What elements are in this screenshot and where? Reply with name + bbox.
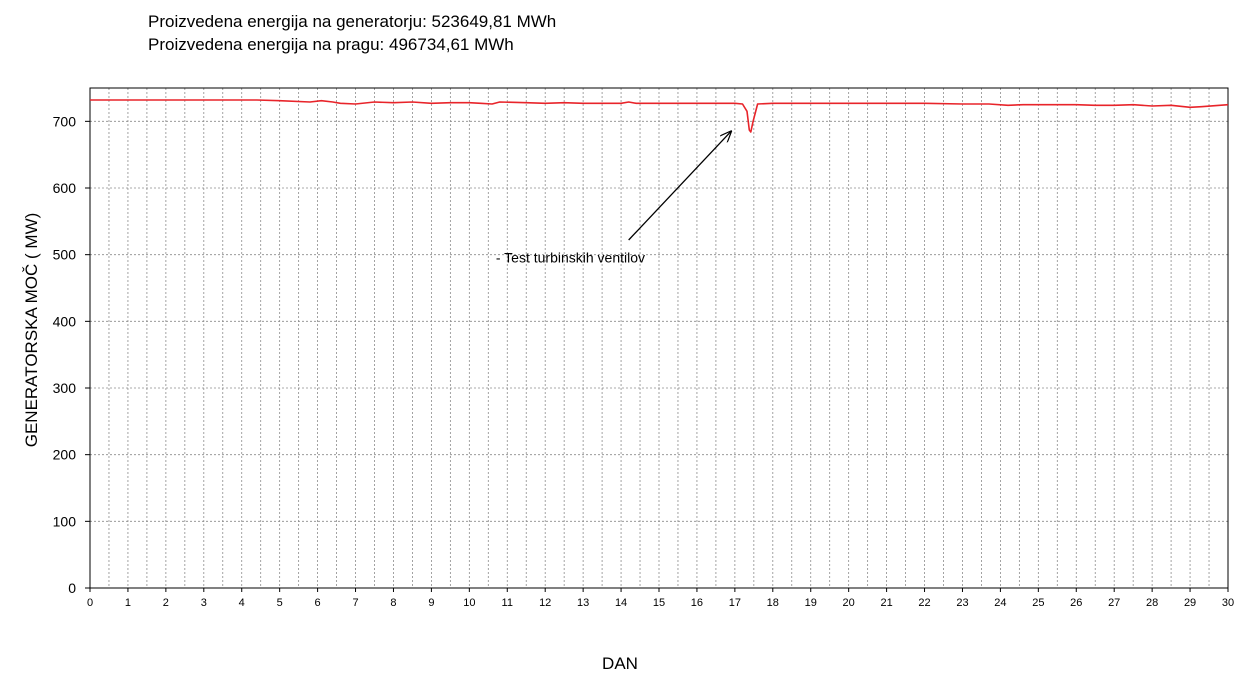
x-tick-label: 18 (767, 597, 779, 609)
x-tick-label: 23 (956, 597, 968, 609)
x-tick-label: 16 (691, 597, 703, 609)
x-tick-label: 24 (994, 597, 1006, 609)
x-tick-label: 25 (1032, 597, 1044, 609)
x-tick-label: 15 (653, 597, 665, 609)
x-axis-label: DAN (602, 654, 638, 673)
x-tick-label: 13 (577, 597, 589, 609)
x-tick-label: 7 (352, 597, 358, 609)
x-tick-label: 20 (843, 597, 855, 609)
x-tick-label: 9 (428, 597, 434, 609)
x-tick-label: 17 (729, 597, 741, 609)
chart-header: Proizvedena energija na generatorju: 523… (148, 10, 556, 56)
x-tick-label: 4 (239, 597, 245, 609)
y-tick-label: 0 (68, 580, 76, 596)
x-tick-label: 21 (880, 597, 892, 609)
x-tick-label: 22 (918, 597, 930, 609)
power-series-line (90, 99, 1229, 133)
x-tick-label: 2 (163, 597, 169, 609)
x-tick-label: 14 (615, 597, 627, 609)
threshold-energy-text: Proizvedena energija na pragu: 496734,61… (148, 35, 514, 54)
y-tick-label: 400 (53, 313, 77, 329)
x-tick-label: 8 (390, 597, 396, 609)
x-tick-label: 27 (1108, 597, 1120, 609)
x-tick-label: 29 (1184, 597, 1196, 609)
x-tick-label: 28 (1146, 597, 1158, 609)
y-tick-label: 500 (53, 247, 77, 263)
annotation-label: - Test turbinskih ventilov (496, 249, 645, 265)
x-tick-label: 26 (1070, 597, 1082, 609)
x-tick-label: 1 (125, 597, 131, 609)
x-tick-label: 0 (87, 597, 93, 609)
x-tick-label: 6 (315, 597, 321, 609)
x-tick-label: 5 (277, 597, 283, 609)
y-tick-label: 300 (53, 380, 77, 396)
x-tick-label: 30 (1222, 597, 1234, 609)
y-tick-label: 200 (53, 447, 77, 463)
annotation-arrow (628, 131, 731, 241)
y-tick-label: 100 (53, 513, 77, 529)
generator-energy-text: Proizvedena energija na generatorju: 523… (148, 12, 557, 31)
y-tick-label: 600 (53, 180, 77, 196)
x-tick-label: 10 (463, 597, 475, 609)
x-tick-label: 12 (539, 597, 551, 609)
x-tick-label: 19 (805, 597, 817, 609)
y-tick-label: 700 (53, 113, 77, 129)
x-tick-label: 3 (201, 597, 207, 609)
x-tick-label: 11 (502, 597, 513, 609)
y-axis-label: GENERATORSKA MOČ ( MW) (22, 212, 41, 448)
